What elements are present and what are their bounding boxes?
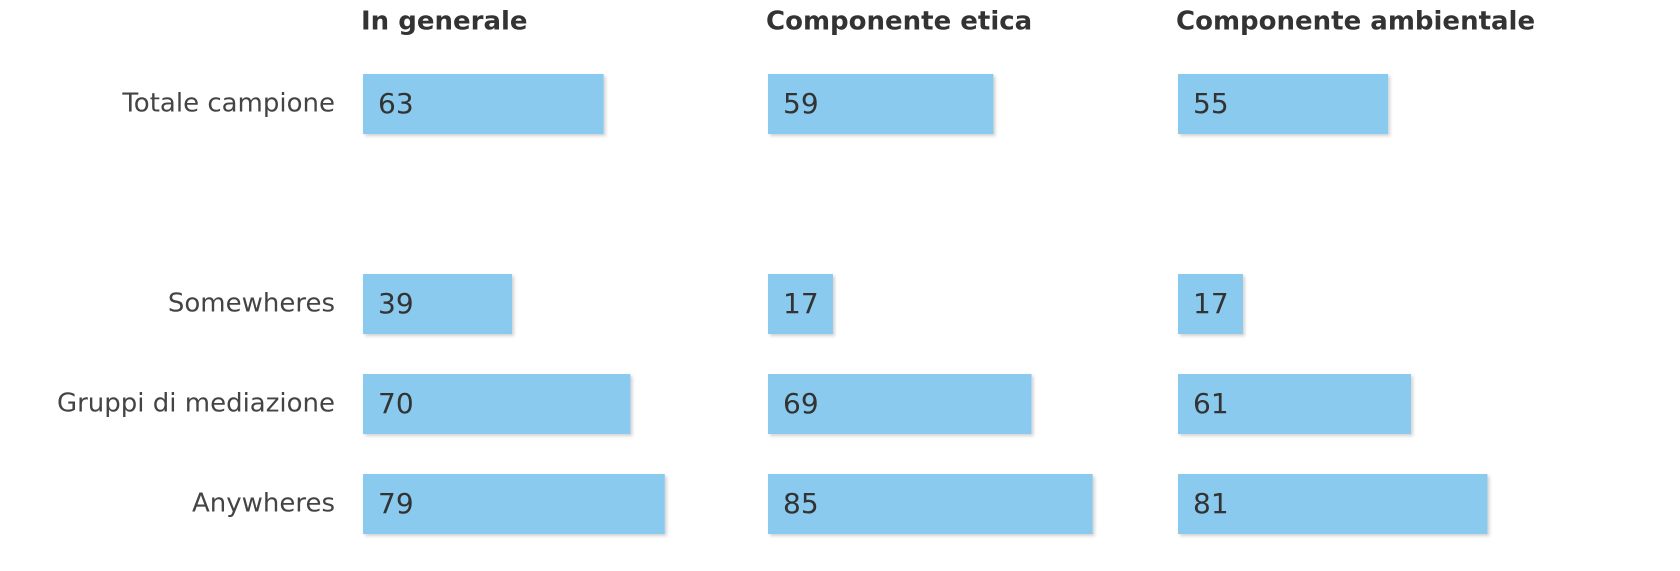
bar xyxy=(768,274,833,334)
value-label: 81 xyxy=(1193,487,1229,520)
category-label: Gruppi di mediazione xyxy=(57,389,335,419)
category-label: Somewheres xyxy=(168,289,335,319)
bar xyxy=(363,74,604,134)
category-label: Totale campione xyxy=(121,89,335,119)
bar xyxy=(768,374,1032,434)
value-label: 69 xyxy=(783,387,819,420)
category-label: Anywheres xyxy=(192,489,335,519)
value-label: 63 xyxy=(378,87,414,120)
value-label: 17 xyxy=(1193,287,1229,320)
bar xyxy=(1178,474,1488,534)
value-label: 79 xyxy=(378,487,414,520)
bar xyxy=(363,274,512,334)
value-label: 70 xyxy=(378,387,414,420)
value-label: 59 xyxy=(783,87,819,120)
bar xyxy=(1178,374,1412,434)
bar xyxy=(768,474,1093,534)
value-label: 55 xyxy=(1193,87,1229,120)
bar xyxy=(768,74,994,134)
value-label: 61 xyxy=(1193,387,1229,420)
bar xyxy=(363,474,665,534)
value-label: 17 xyxy=(783,287,819,320)
bar xyxy=(1178,74,1389,134)
panel-title: Componente ambientale xyxy=(1176,7,1535,37)
value-label: 39 xyxy=(378,287,414,320)
value-label: 85 xyxy=(783,487,819,520)
panel-title: Componente etica xyxy=(766,7,1032,37)
bar xyxy=(363,374,631,434)
panel-title: In generale xyxy=(361,7,528,37)
bar xyxy=(1178,274,1243,334)
